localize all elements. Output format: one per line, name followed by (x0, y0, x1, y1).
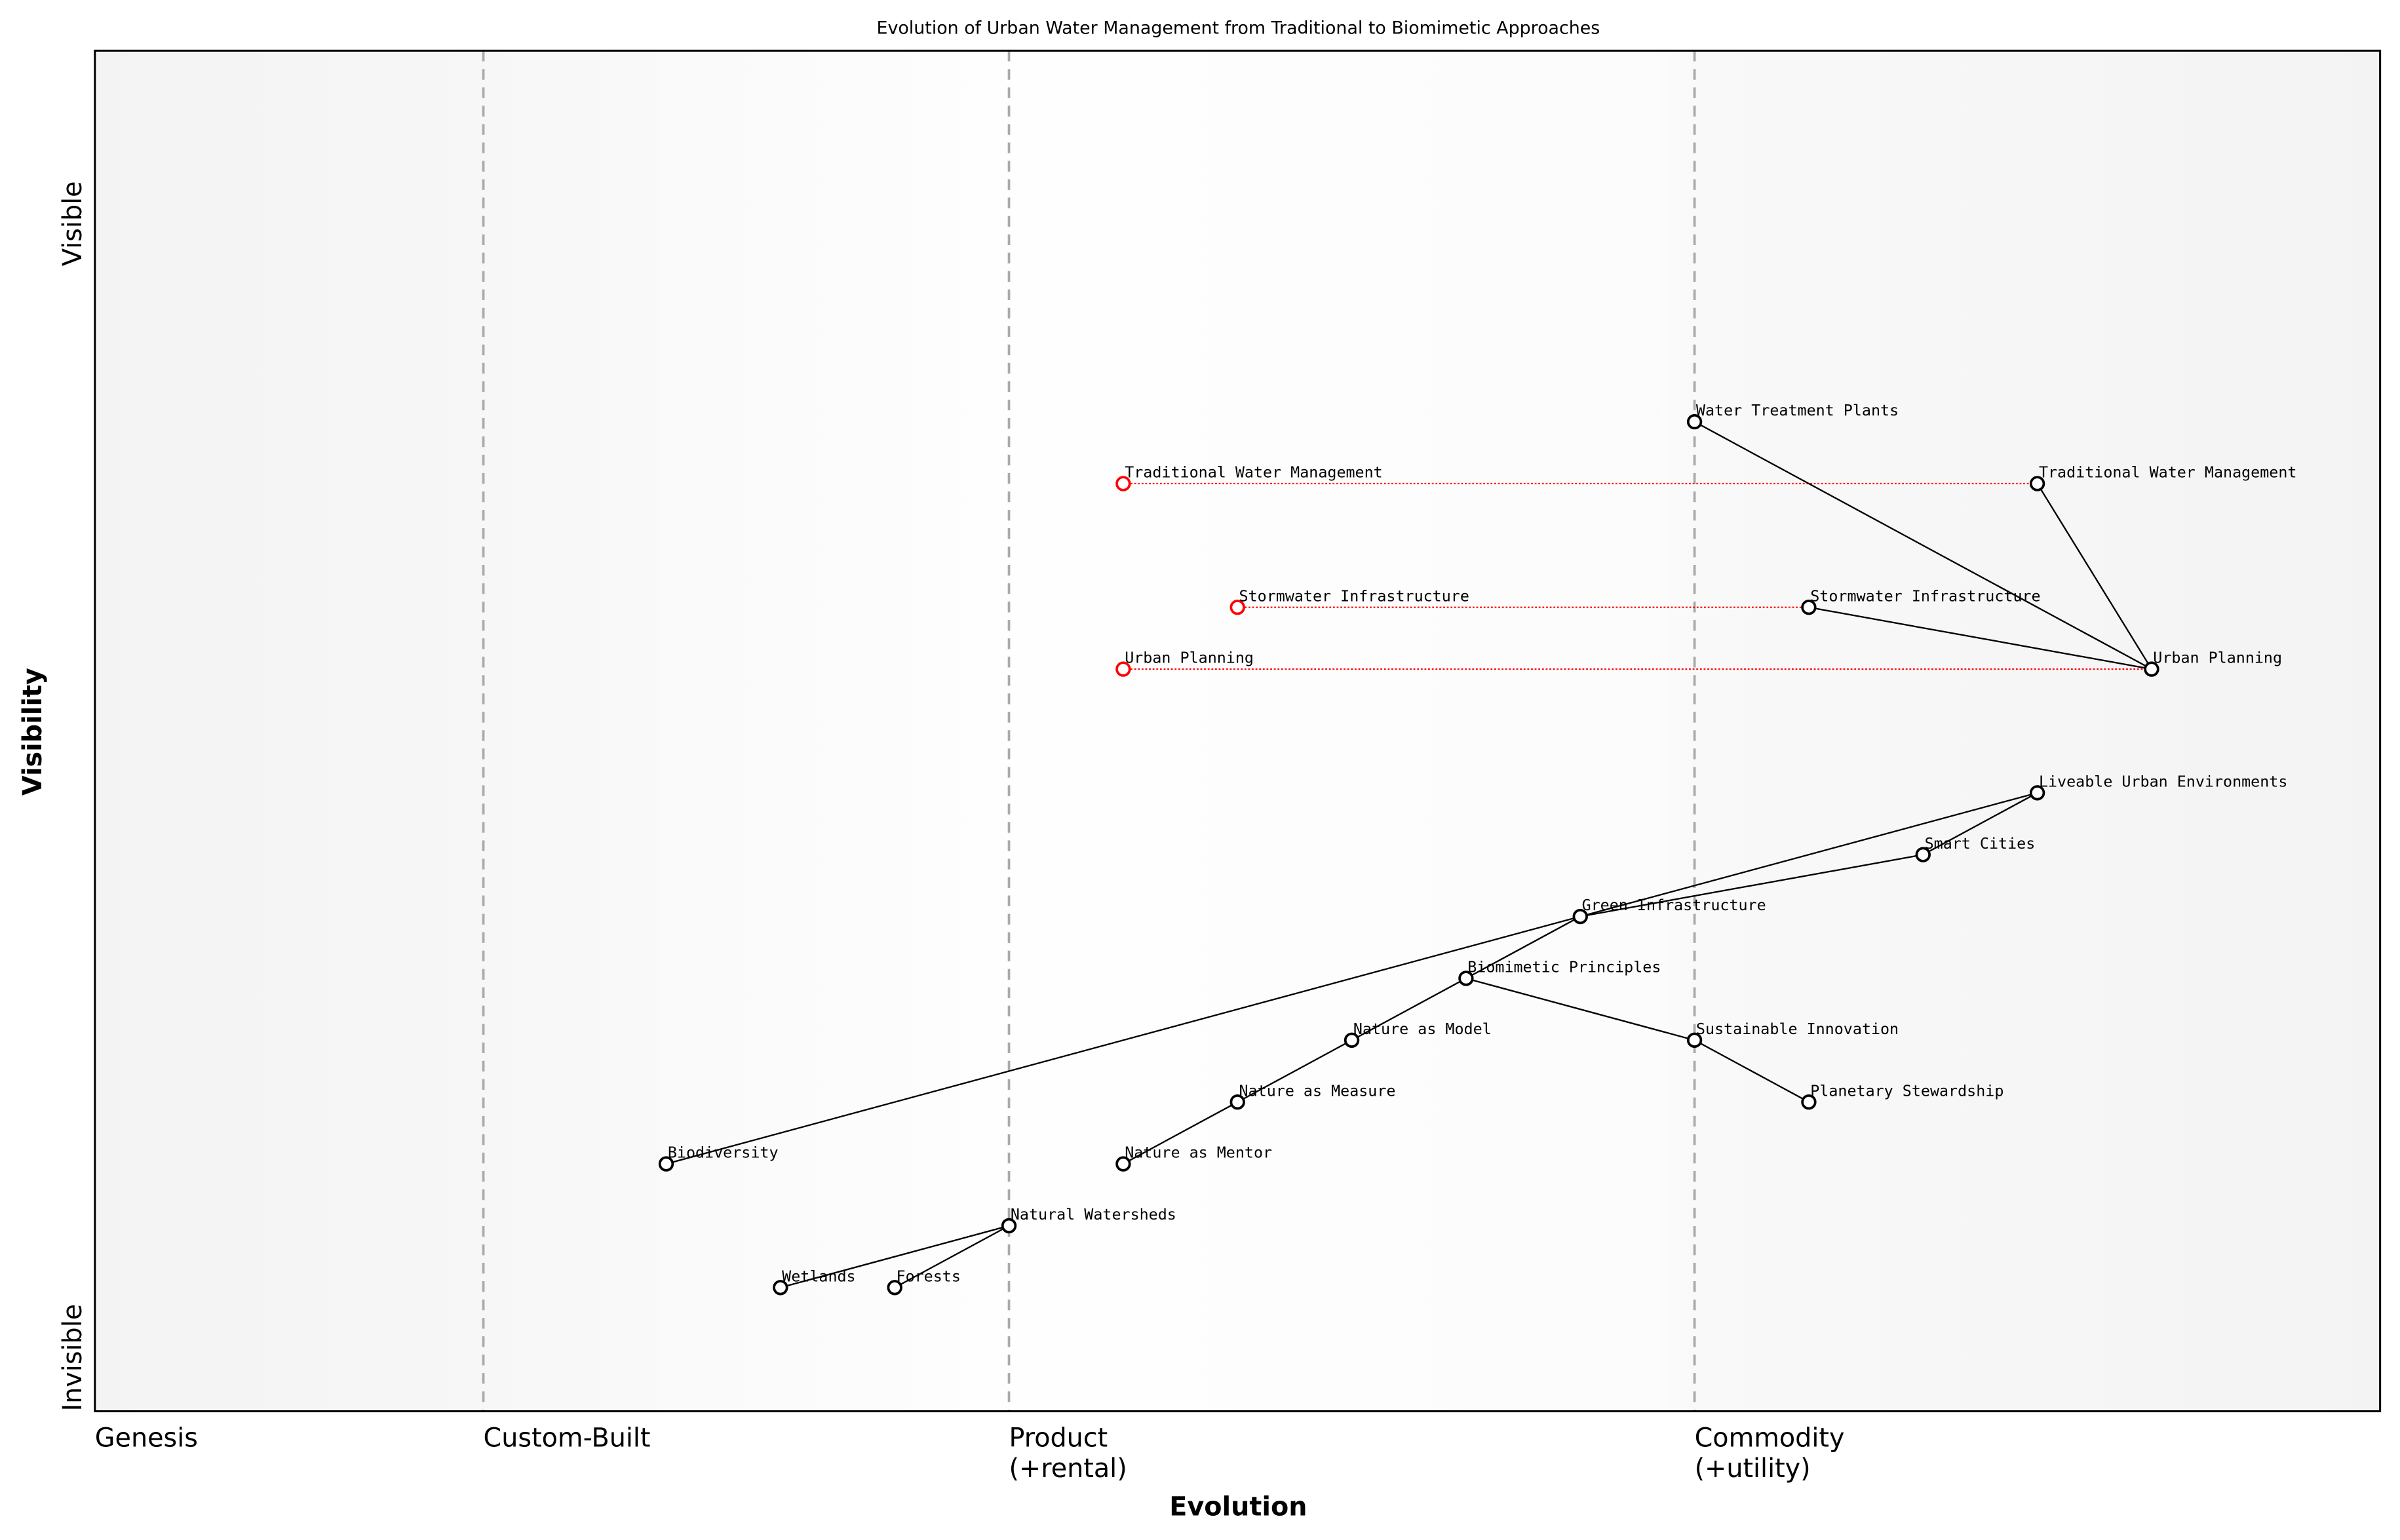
node-label-green-infrastructure: Green Infrastructure (1582, 896, 1766, 914)
node-label-forests: Forests (897, 1267, 961, 1285)
node-label-urban-planning: Urban Planning (2153, 649, 2282, 667)
y-label-invisible: Invisible (58, 1304, 88, 1412)
node-label-nature-as-mentor: Nature as Mentor (1125, 1144, 1272, 1162)
node-label-sustainable-innovation: Sustainable Innovation (1696, 1020, 1899, 1038)
plot-background (94, 50, 2380, 1412)
node-natural-watersheds (1001, 1218, 1017, 1234)
node-smart-cities (1915, 847, 1931, 862)
node-label-biodiversity: Biodiversity (668, 1144, 779, 1162)
node-forests (887, 1280, 902, 1296)
x-stage-label-custom-built: Custom-Built (484, 1423, 651, 1453)
old-node-label-stormwater-infrastructure: Stormwater Infrastructure (1239, 587, 1469, 605)
node-label-biomimetic-principles: Biomimetic Principles (1467, 958, 1661, 976)
node-biodiversity (658, 1156, 674, 1172)
node-label-liveable-urban-environments: Liveable Urban Environments (2039, 772, 2287, 790)
old-node-traditional-water-management (1115, 476, 1131, 491)
chart-title: Evolution of Urban Water Management from… (877, 18, 1600, 39)
node-sustainable-innovation (1686, 1032, 1703, 1048)
link-biomimetic-principles-to-nature-as-model (1351, 977, 1467, 1041)
old-node-stormwater-infrastructure (1229, 600, 1245, 615)
old-node-label-traditional-water-management: Traditional Water Management (1125, 463, 1383, 482)
node-biomimetic-principles (1458, 971, 1474, 986)
node-label-stormwater-infrastructure: Stormwater Infrastructure (1810, 587, 2040, 605)
link-natural-watersheds-to-wetlands (780, 1225, 1009, 1288)
x-stage-label-genesis: Genesis (95, 1423, 198, 1453)
node-label-planetary-stewardship: Planetary Stewardship (1810, 1081, 2003, 1100)
node-nature-as-measure (1229, 1094, 1245, 1110)
link-liveable-urban-environments-to-biodiversity (666, 792, 2038, 1165)
node-nature-as-mentor (1115, 1156, 1131, 1172)
node-urban-planning (2144, 661, 2159, 677)
link-stormwater-infrastructure-to-urban-planning (1808, 606, 2152, 670)
link-green-infrastructure-to-biomimetic-principles (1465, 915, 1581, 979)
node-planetary-stewardship (1801, 1094, 1817, 1110)
node-liveable-urban-environments (2029, 785, 2045, 801)
node-label-natural-watersheds: Natural Watersheds (1011, 1205, 1176, 1223)
link-nature-as-measure-to-nature-as-mentor (1123, 1101, 1238, 1165)
x-stage-label-commodity-utility-: Commodity (+utility) (1695, 1423, 1845, 1484)
node-label-water-treatment-plants: Water Treatment Plants (1696, 401, 1899, 419)
link-natural-watersheds-to-forests (894, 1225, 1010, 1288)
old-node-urban-planning (1115, 661, 1131, 677)
link-sustainable-innovation-to-planetary-stewardship (1694, 1039, 1810, 1103)
node-water-treatment-plants (1686, 414, 1703, 430)
node-traditional-water-management (2029, 476, 2045, 491)
link-water-treatment-plants-to-urban-planning (1694, 421, 2152, 670)
node-label-smart-cities: Smart Cities (1925, 834, 2036, 853)
link-liveable-urban-environments-to-smart-cities (1922, 792, 2038, 856)
link-nature-as-model-to-nature-as-measure (1237, 1039, 1353, 1103)
node-label-nature-as-measure: Nature as Measure (1239, 1081, 1396, 1100)
node-label-nature-as-model: Nature as Model (1353, 1020, 1492, 1038)
x-axis-label: Evolution (1169, 1492, 1307, 1522)
node-label-wetlands: Wetlands (782, 1267, 855, 1285)
node-nature-as-model (1344, 1032, 1360, 1048)
node-label-traditional-water-management: Traditional Water Management (2039, 463, 2297, 482)
link-biomimetic-principles-to-sustainable-innovation (1465, 977, 1695, 1041)
node-wetlands (773, 1280, 788, 1296)
node-stormwater-infrastructure (1801, 600, 1817, 615)
link-traditional-water-management-to-urban-planning (2036, 483, 2152, 670)
x-stage-label-product-rental-: Product (+rental) (1009, 1423, 1127, 1484)
old-node-label-urban-planning: Urban Planning (1125, 649, 1254, 667)
plot-frame (94, 49, 2382, 1413)
link-smart-cities-to-green-infrastructure (1580, 854, 1924, 917)
node-green-infrastructure (1572, 908, 1588, 925)
y-axis-label: Visibility (18, 668, 48, 796)
y-label-visible: Visible (58, 181, 88, 266)
